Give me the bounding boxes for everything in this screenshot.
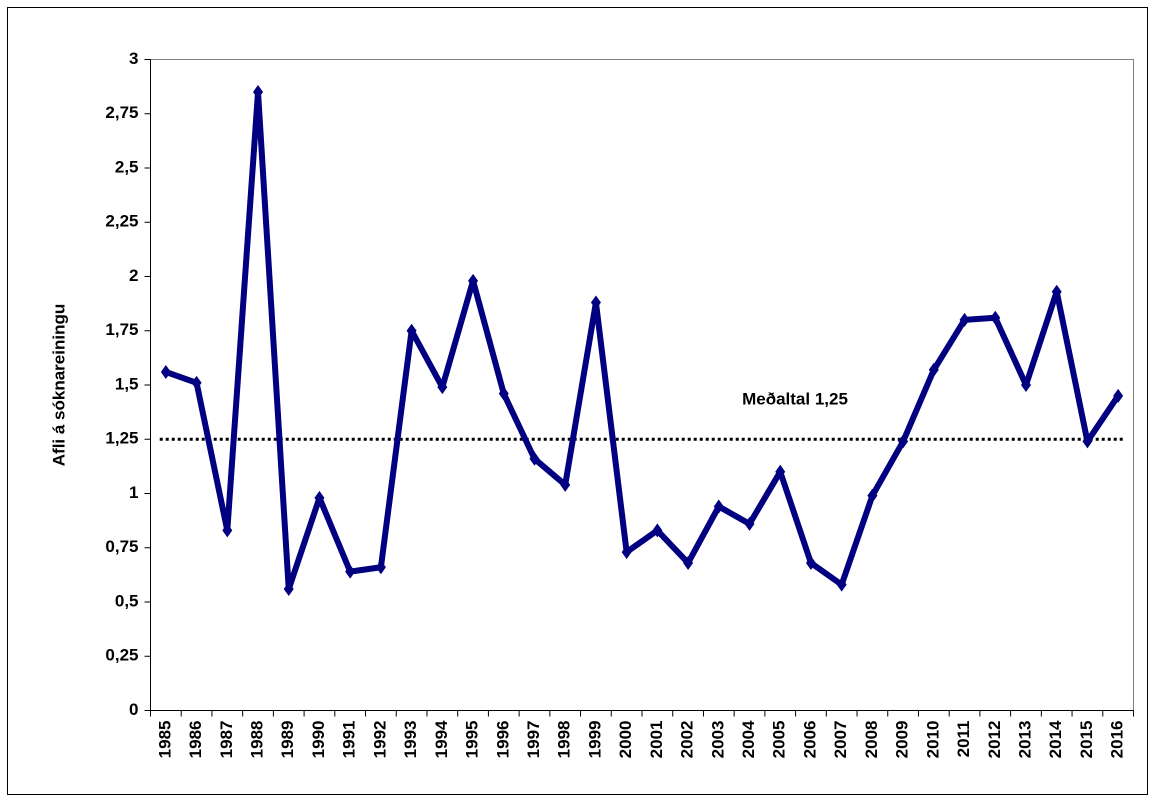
x-tick-label: 2011 [954,721,973,758]
x-tick-label: 1997 [524,721,543,759]
x-tick-label: 1992 [370,721,389,759]
x-tick-label: 2010 [923,721,942,759]
marker [1051,284,1062,299]
marker [283,581,294,596]
x-tick-label: 1999 [585,721,604,759]
x-tick-label: 2015 [1077,721,1096,759]
x-tick-label: 2002 [678,721,697,759]
y-tick-label: 2,25 [105,212,138,231]
x-tick-label: 2001 [647,721,666,759]
x-tick-label: 2008 [862,721,881,759]
marker [560,477,571,492]
x-tick-label: 2003 [708,721,727,759]
marker [191,375,202,390]
y-tick-label: 1,5 [115,374,139,393]
marker [529,451,540,466]
y-tick-label: 0,5 [115,591,139,610]
marker [253,85,264,100]
marker [1113,388,1124,403]
y-tick-label: 2,5 [115,157,139,176]
marker [406,323,417,338]
x-tick-label: 1987 [217,721,236,759]
y-tick-label: 1,25 [105,429,138,448]
x-tick-label: 2000 [616,721,635,759]
y-tick-label: 0,75 [105,537,138,556]
x-tick-label: 1986 [186,721,205,759]
x-tick-label: 1989 [278,721,297,759]
marker [345,564,356,579]
x-tick-label: 1990 [309,721,328,759]
x-tick-label: 2013 [1015,721,1034,759]
marker [928,362,939,377]
y-tick-label: 1,75 [105,320,138,339]
marker [836,577,847,592]
y-tick-label: 2 [129,266,138,285]
x-tick-label: 2006 [800,721,819,759]
marker [621,545,632,560]
marker [437,380,448,395]
marker [683,555,694,570]
reference-label: Meðaltal 1,25 [742,389,848,408]
marker [160,364,171,379]
x-tick-label: 1993 [401,721,420,759]
x-tick-label: 2016 [1108,721,1127,759]
marker [1020,378,1031,392]
x-tick-label: 2012 [985,721,1004,759]
x-tick-label: 1995 [463,721,482,759]
marker [867,488,878,503]
x-tick-label: 1985 [155,721,174,759]
marker [1082,434,1093,449]
marker [713,499,724,514]
marker [498,386,509,401]
y-tick-label: 0 [129,700,138,719]
marker [468,273,479,288]
y-axis-label: Afli á sóknareiningu [49,304,68,466]
marker [314,490,325,505]
x-tick-label: 1988 [248,721,267,759]
y-tick-label: 2,75 [105,103,138,122]
marker [898,434,909,449]
x-tick-label: 2004 [739,720,758,758]
marker [744,516,755,531]
y-tick-label: 1 [129,483,138,502]
marker [990,310,1001,325]
x-tick-label: 2005 [770,721,789,759]
x-tick-label: 2009 [893,721,912,759]
y-tick-label: 0,25 [105,646,138,665]
x-tick-label: 1994 [432,720,451,758]
x-tick-label: 2014 [1046,720,1065,758]
x-tick-label: 1996 [493,721,512,759]
x-tick-label: 2007 [831,721,850,759]
marker [775,464,786,479]
series-line [164,89,1121,592]
marker [805,555,816,570]
marker [375,560,386,575]
marker [652,523,663,538]
y-tick-label: 3 [129,49,138,68]
marker [590,295,601,310]
marker [959,312,970,327]
x-tick-label: 1998 [555,721,574,759]
marker [222,523,233,538]
x-tick-label: 1991 [340,721,359,759]
